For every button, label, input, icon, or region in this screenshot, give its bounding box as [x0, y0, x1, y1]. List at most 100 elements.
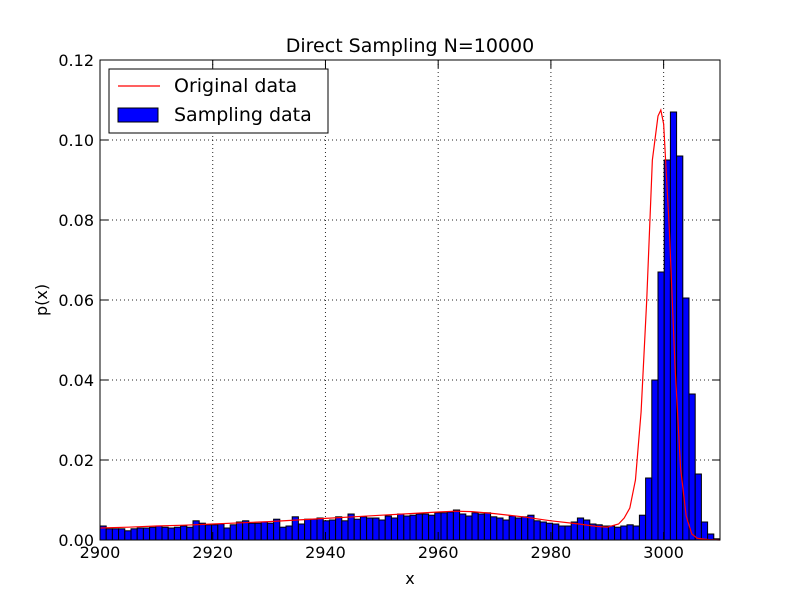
- histogram-bar: [384, 515, 392, 541]
- histogram-bar: [508, 515, 516, 541]
- histogram-bar: [533, 520, 541, 541]
- histogram-bar: [149, 526, 157, 541]
- histogram-bar: [353, 518, 361, 541]
- grid-layer: [100, 60, 720, 540]
- histogram-bar: [682, 297, 690, 541]
- histogram-bar: [192, 520, 200, 541]
- histogram-bar: [465, 515, 473, 541]
- histogram-bar: [235, 521, 244, 541]
- histogram-bar: [167, 527, 175, 541]
- histogram-bar: [558, 525, 566, 541]
- histogram-bar: [570, 521, 578, 541]
- histogram-bar: [527, 514, 535, 541]
- histogram-bar: [552, 523, 560, 541]
- histogram-bar: [198, 522, 206, 541]
- histogram-bar: [142, 527, 151, 541]
- histogram-bar: [155, 525, 163, 541]
- histogram-bar: [372, 517, 380, 541]
- histogram-bar: [545, 522, 554, 541]
- histogram-bar: [415, 513, 423, 541]
- y-axis-label: p(x): [32, 284, 51, 316]
- histogram-bar: [322, 520, 330, 541]
- histogram-bar: [136, 527, 144, 541]
- histogram-bar: [229, 524, 237, 541]
- x-tick-label: 2960: [418, 543, 459, 562]
- histogram-bar: [502, 519, 510, 541]
- histogram-bar: [446, 511, 454, 541]
- histogram-bar: [341, 520, 349, 541]
- histogram-bar: [397, 513, 405, 541]
- histogram-bar: [601, 525, 609, 541]
- histogram-bar: [459, 513, 467, 541]
- histogram-bar: [657, 271, 665, 541]
- histogram-bar: [477, 513, 485, 541]
- histogram-bar: [254, 522, 262, 541]
- histogram-bar: [266, 522, 275, 541]
- x-tick-label: 2980: [531, 543, 572, 562]
- y-tick-label: 0.12: [58, 51, 94, 70]
- histogram-bar: [403, 515, 411, 541]
- histogram-bar: [328, 519, 337, 541]
- axis-ticks: [99, 59, 720, 541]
- x-tick-label: 2940: [305, 543, 346, 562]
- histogram-bar: [111, 528, 120, 541]
- chart-title: Direct Sampling N=10000: [286, 35, 534, 57]
- histogram-bar: [359, 516, 368, 541]
- y-tick-label: 0.04: [58, 371, 94, 390]
- histogram-bar: [614, 526, 622, 541]
- legend-bar-swatch: [117, 107, 159, 123]
- histogram-bar: [700, 521, 709, 541]
- histogram-bar: [223, 527, 231, 541]
- histogram-bar: [105, 528, 113, 541]
- histogram-bar: [260, 521, 268, 541]
- histogram-bar: [638, 514, 647, 541]
- histogram-bar: [564, 525, 572, 541]
- histogram-bar: [576, 517, 585, 541]
- histogram-bar: [217, 523, 225, 541]
- histogram-bar: [440, 512, 448, 541]
- x-tick-label: 3000: [643, 543, 684, 562]
- y-tick-label: 0.10: [58, 131, 94, 150]
- histogram-bar: [273, 518, 281, 541]
- histogram-bar: [651, 379, 659, 541]
- histogram-bar: [204, 524, 213, 541]
- histogram-bar: [607, 525, 616, 541]
- y-tick-label: 0.00: [58, 531, 94, 550]
- histogram-bar: [694, 473, 702, 541]
- histogram-bar: [304, 518, 312, 541]
- histogram-bar: [452, 509, 461, 541]
- original-data-line: [99, 108, 721, 541]
- histogram-bar: [335, 516, 343, 541]
- histogram-bar: [428, 514, 436, 541]
- histogram-bar: [688, 393, 696, 541]
- histogram-bar: [632, 525, 640, 541]
- histogram-bar: [124, 530, 132, 541]
- histogram-bar: [248, 522, 256, 541]
- histogram-bar: [186, 526, 194, 541]
- histogram-bar: [521, 516, 529, 541]
- y-tick-label: 0.06: [58, 291, 94, 310]
- original-data-line-layer: [99, 108, 721, 541]
- histogram-bar: [173, 526, 182, 541]
- histogram-bar: [626, 524, 634, 541]
- histogram-bar: [316, 517, 324, 541]
- histogram-bar: [409, 514, 417, 541]
- histogram-bar: [366, 517, 374, 541]
- histogram-bar: [130, 528, 138, 541]
- histogram-bar: [310, 518, 318, 541]
- histogram-bar: [118, 528, 126, 541]
- histogram-bar: [347, 513, 355, 541]
- tick-labels: 2900 2920 2940 2960 2980 3000 0.00 0.02 0.04 0.06…: [58, 51, 684, 562]
- histogram-bar: [490, 516, 498, 541]
- y-tick-label: 0.02: [58, 451, 94, 470]
- histogram-bar: [471, 512, 479, 541]
- histogram-bar: [242, 520, 250, 541]
- x-axis-label: x: [405, 569, 414, 588]
- histogram-bar: [483, 512, 492, 541]
- y-tick-label: 0.08: [58, 211, 94, 230]
- histogram-bar: [583, 519, 591, 541]
- histogram-bar: [496, 517, 504, 541]
- histogram-bar: [663, 159, 671, 541]
- legend-label-sampling-data: Sampling data: [174, 104, 312, 126]
